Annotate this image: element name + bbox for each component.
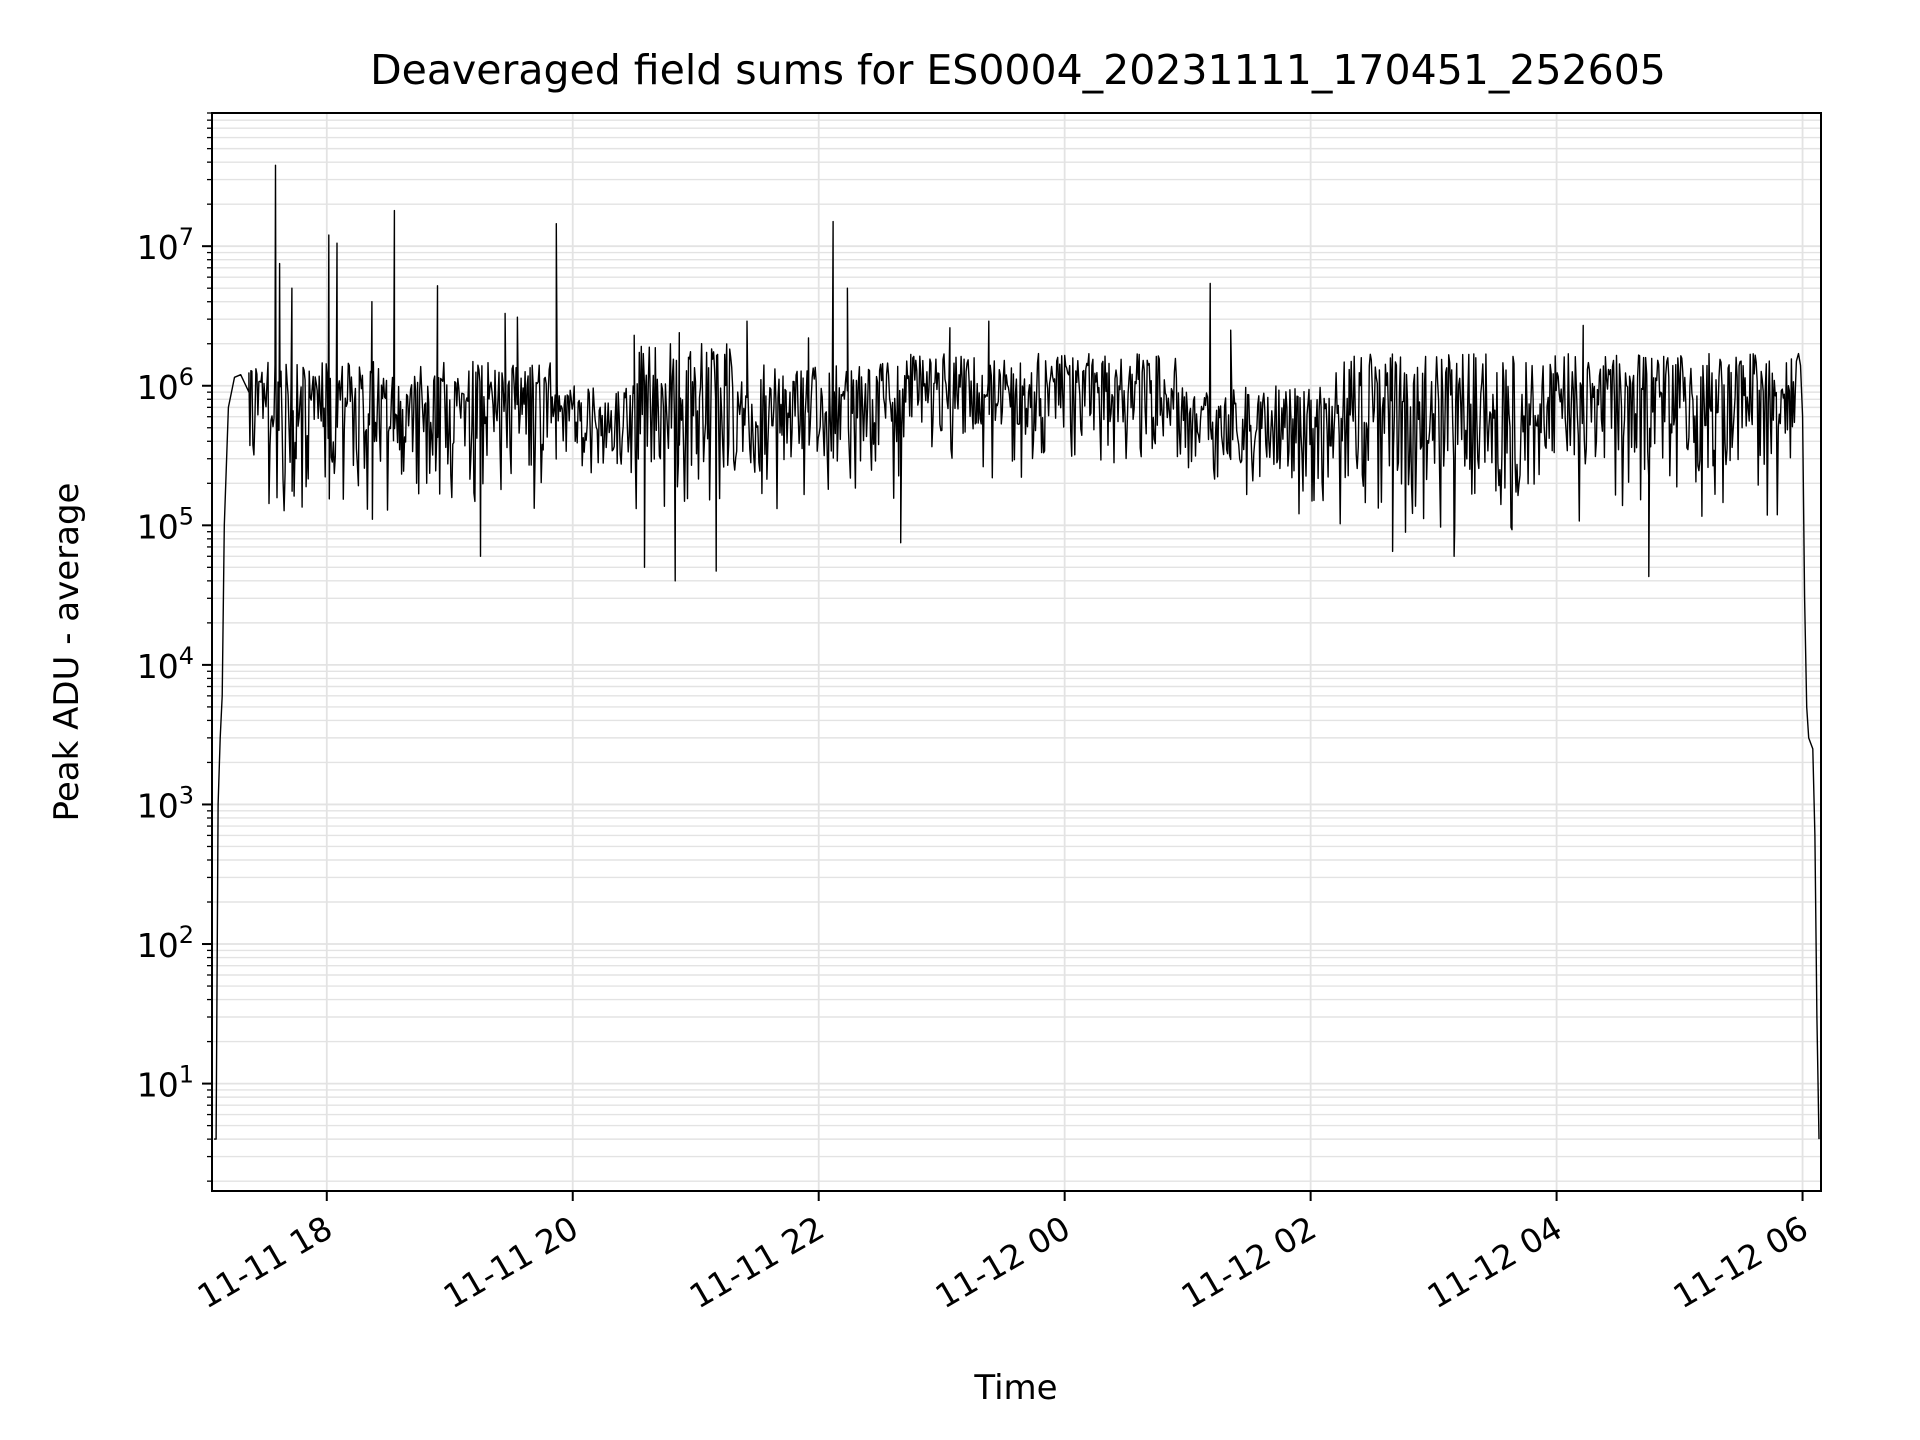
y-tick-label: 101	[137, 1061, 194, 1105]
y-tick-label: 104	[137, 642, 194, 686]
grid	[212, 112, 1821, 1191]
plot-frame	[211, 112, 1822, 1192]
y-axis-label: Peak ADU - average	[47, 483, 87, 822]
y-tick-label: 103	[137, 781, 194, 825]
series-line	[214, 164, 1820, 1140]
y-tick-label: 105	[137, 502, 194, 546]
y-tick-label: 107	[137, 223, 194, 267]
series-layer	[214, 164, 1820, 1140]
y-tick-label: 102	[137, 921, 194, 965]
y-tick-label: 106	[137, 363, 194, 407]
x-axis-label: Time	[973, 1368, 1057, 1408]
chart-title: Deaveraged field sums for ES0004_2023111…	[370, 46, 1666, 94]
